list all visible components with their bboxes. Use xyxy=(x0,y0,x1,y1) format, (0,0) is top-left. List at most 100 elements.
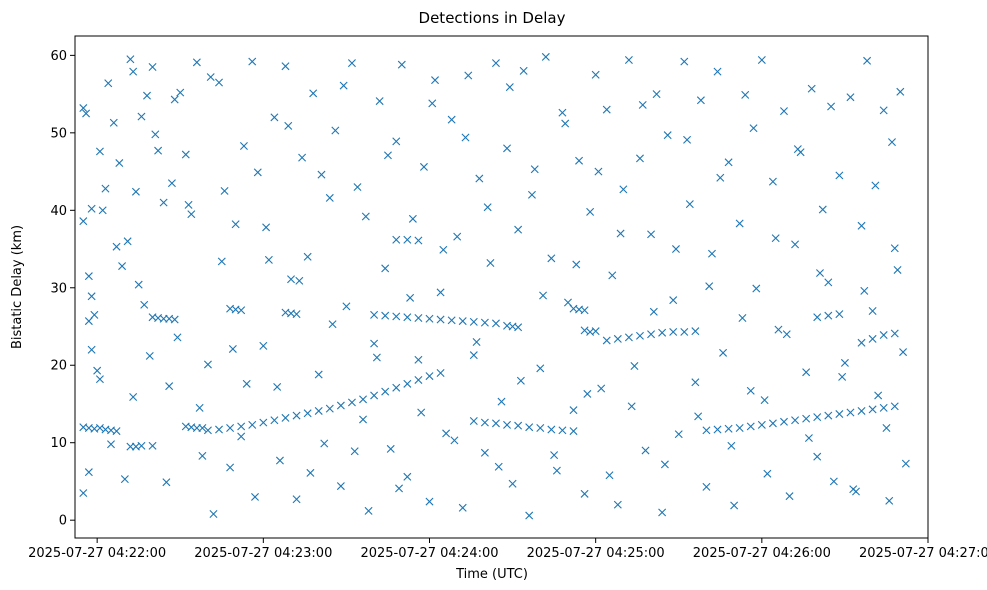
data-point xyxy=(779,107,788,116)
data-point xyxy=(519,66,528,75)
data-point xyxy=(760,396,769,405)
data-point xyxy=(491,419,500,428)
data-point xyxy=(480,418,489,427)
x-tick-label: 2025-07-27 04:24:00 xyxy=(360,546,498,561)
x-tick-label: 2025-07-27 04:23:00 xyxy=(194,546,332,561)
data-point xyxy=(165,382,174,391)
data-point xyxy=(608,271,617,280)
data-point xyxy=(450,436,459,445)
data-point xyxy=(287,275,296,284)
y-tick-label: 0 xyxy=(59,514,67,529)
data-point xyxy=(818,205,827,214)
data-point xyxy=(392,235,401,244)
data-point xyxy=(84,272,93,281)
data-point xyxy=(273,382,282,391)
data-point xyxy=(491,59,500,68)
data-point xyxy=(680,327,689,336)
data-point xyxy=(118,262,127,271)
data-point xyxy=(347,398,356,407)
data-point xyxy=(217,257,226,266)
data-point xyxy=(793,145,802,154)
data-point xyxy=(561,119,570,128)
data-point xyxy=(691,327,700,336)
data-point xyxy=(458,503,467,512)
y-tick-label: 60 xyxy=(50,49,67,64)
data-point xyxy=(685,200,694,209)
data-point xyxy=(503,144,512,153)
data-point xyxy=(624,333,633,342)
data-point xyxy=(342,302,351,311)
data-point xyxy=(503,420,512,429)
data-point xyxy=(868,334,877,343)
data-point xyxy=(630,362,639,371)
data-point xyxy=(381,264,390,273)
data-point xyxy=(757,56,766,65)
data-point xyxy=(392,383,401,392)
data-point xyxy=(120,475,129,484)
data-point xyxy=(749,124,758,133)
data-point xyxy=(674,430,683,439)
data-point xyxy=(181,150,190,159)
data-point xyxy=(436,315,445,324)
data-point xyxy=(888,138,896,147)
data-point xyxy=(552,466,561,475)
data-point xyxy=(741,90,750,99)
data-point xyxy=(259,341,268,350)
data-point xyxy=(392,312,401,321)
data-point xyxy=(494,462,503,471)
data-point xyxy=(95,375,104,384)
data-point xyxy=(425,372,434,381)
data-point xyxy=(813,313,822,322)
data-point xyxy=(486,258,495,267)
data-point xyxy=(306,468,315,477)
data-point xyxy=(237,432,246,441)
data-point xyxy=(231,220,240,229)
data-point xyxy=(314,406,323,415)
data-point xyxy=(325,193,334,202)
data-point xyxy=(591,70,600,79)
data-point xyxy=(713,425,722,434)
data-point xyxy=(461,133,470,142)
data-point xyxy=(779,417,788,426)
data-point xyxy=(176,88,185,97)
data-point xyxy=(713,67,722,76)
data-point xyxy=(525,511,534,520)
data-point xyxy=(370,310,379,319)
data-point xyxy=(505,83,514,92)
data-point xyxy=(635,154,644,163)
data-point xyxy=(425,314,434,323)
data-point xyxy=(320,439,329,448)
data-point xyxy=(292,495,301,504)
data-point xyxy=(807,84,816,93)
data-point xyxy=(541,52,550,61)
data-point xyxy=(425,497,434,506)
data-point xyxy=(370,391,379,400)
data-point xyxy=(198,451,207,460)
data-point xyxy=(480,448,489,457)
data-point xyxy=(298,153,307,162)
y-axis-label: Bistatic Delay (km) xyxy=(10,225,25,349)
data-point xyxy=(239,142,248,150)
data-point xyxy=(472,338,481,346)
data-point xyxy=(583,389,592,398)
data-point xyxy=(364,506,373,515)
data-points xyxy=(79,52,910,520)
data-point xyxy=(508,479,517,488)
data-point xyxy=(527,190,536,199)
data-point xyxy=(87,292,96,301)
data-point xyxy=(536,424,545,432)
data-point xyxy=(890,329,899,338)
data-point xyxy=(350,447,359,456)
y-tick-label: 20 xyxy=(50,359,67,374)
data-point xyxy=(683,135,692,144)
data-point xyxy=(641,446,650,455)
data-point xyxy=(129,393,138,401)
data-point xyxy=(395,484,404,493)
x-tick-label: 2025-07-27 04:22:00 xyxy=(28,546,166,561)
data-point xyxy=(516,376,525,385)
data-point xyxy=(885,496,894,505)
data-point xyxy=(123,237,132,246)
data-point xyxy=(101,184,110,193)
data-point xyxy=(392,137,401,146)
y-tick-label: 30 xyxy=(50,281,67,296)
